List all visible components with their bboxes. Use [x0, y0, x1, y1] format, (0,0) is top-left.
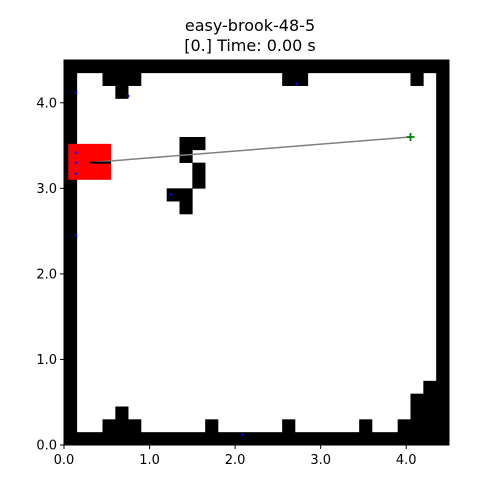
- obstacle-cell: [410, 72, 424, 86]
- figure-title: easy-brook-48-5: [184, 16, 316, 35]
- y-tick-label: 3.0: [36, 182, 57, 197]
- goal-marker: [406, 133, 415, 141]
- obstacle-cell: [102, 419, 142, 433]
- figure-subtitle: [0.] Time: 0.00 s: [184, 36, 316, 55]
- sample-point: [169, 193, 173, 196]
- obstacle-cell: [115, 85, 129, 99]
- obstacle-cell: [115, 406, 129, 420]
- sample-point: [240, 433, 244, 437]
- obstacle-cell: [64, 432, 450, 446]
- obstacle-cell: [179, 137, 206, 151]
- sample-point: [126, 94, 130, 98]
- x-tick-label: 4.0: [396, 453, 417, 468]
- planned-path: [89, 136, 411, 164]
- x-tick-label: 3.0: [310, 453, 331, 468]
- sample-point: [74, 172, 78, 176]
- sample-point: [74, 91, 78, 94]
- obstacle-cell: [64, 60, 78, 446]
- plot-background: [64, 60, 449, 445]
- sample-point: [74, 161, 78, 164]
- obstacle-cell: [282, 419, 296, 433]
- sample-point: [74, 151, 78, 154]
- axes-frame: [63, 59, 450, 446]
- obstacle-cell: [282, 72, 309, 86]
- obstacle-cell: [423, 380, 437, 394]
- x-tick-label: 0.0: [54, 453, 75, 468]
- obstacle-cell: [410, 393, 437, 420]
- x-tick-label: 1.0: [139, 453, 160, 468]
- obstacle-cell: [102, 72, 142, 86]
- obstacle-cell: [179, 201, 193, 215]
- obstacle-cell: [64, 60, 450, 74]
- x-tick-label: 2.0: [225, 453, 246, 468]
- obstacle-cell: [192, 162, 206, 189]
- obstacle-cell: [397, 419, 437, 433]
- obstacle-cell: [205, 419, 219, 433]
- obstacle-cell: [166, 188, 193, 202]
- y-tick-label: 0.0: [36, 439, 57, 454]
- y-tick-label: 1.0: [36, 353, 57, 368]
- sample-point: [295, 82, 299, 86]
- sample-point: [74, 234, 78, 237]
- y-tick-label: 4.0: [36, 96, 57, 111]
- y-tick-label: 2.0: [36, 267, 57, 282]
- obstacle-cell: [179, 149, 193, 163]
- obstacle-cell: [436, 60, 450, 446]
- obstacle-cell: [359, 419, 373, 433]
